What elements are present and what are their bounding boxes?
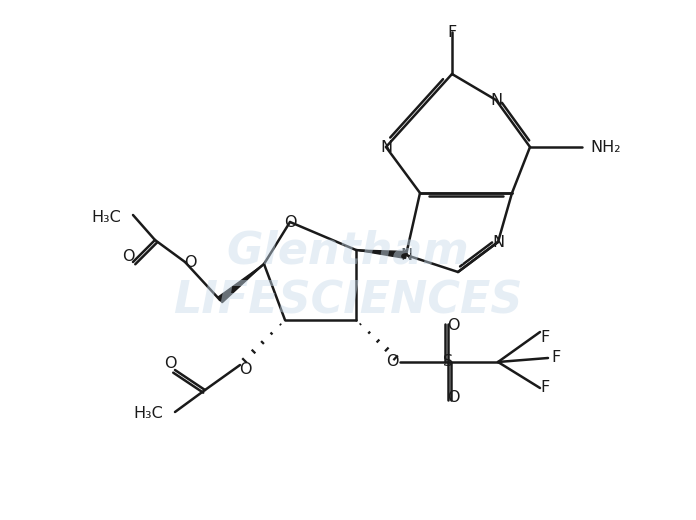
Text: N: N	[492, 235, 504, 250]
Polygon shape	[218, 264, 264, 303]
Text: O: O	[239, 362, 251, 378]
Text: F: F	[540, 330, 550, 345]
Text: O: O	[386, 355, 398, 370]
Text: O: O	[184, 254, 196, 269]
Text: N: N	[490, 93, 502, 108]
Text: O: O	[122, 249, 134, 264]
Text: Glentham
LIFESCIENCES: Glentham LIFESCIENCES	[173, 229, 523, 322]
Polygon shape	[356, 250, 406, 258]
Text: N: N	[400, 248, 412, 263]
Text: H₃C: H₃C	[133, 407, 163, 422]
Text: O: O	[284, 215, 296, 229]
Text: O: O	[164, 357, 176, 371]
Text: F: F	[448, 24, 457, 40]
Text: F: F	[551, 350, 560, 366]
Text: O: O	[447, 318, 459, 333]
Text: F: F	[540, 381, 550, 396]
Text: S: S	[443, 355, 453, 370]
Text: O: O	[447, 391, 459, 406]
Text: H₃C: H₃C	[91, 210, 121, 225]
Text: NH₂: NH₂	[590, 139, 621, 154]
Text: N: N	[380, 139, 392, 154]
